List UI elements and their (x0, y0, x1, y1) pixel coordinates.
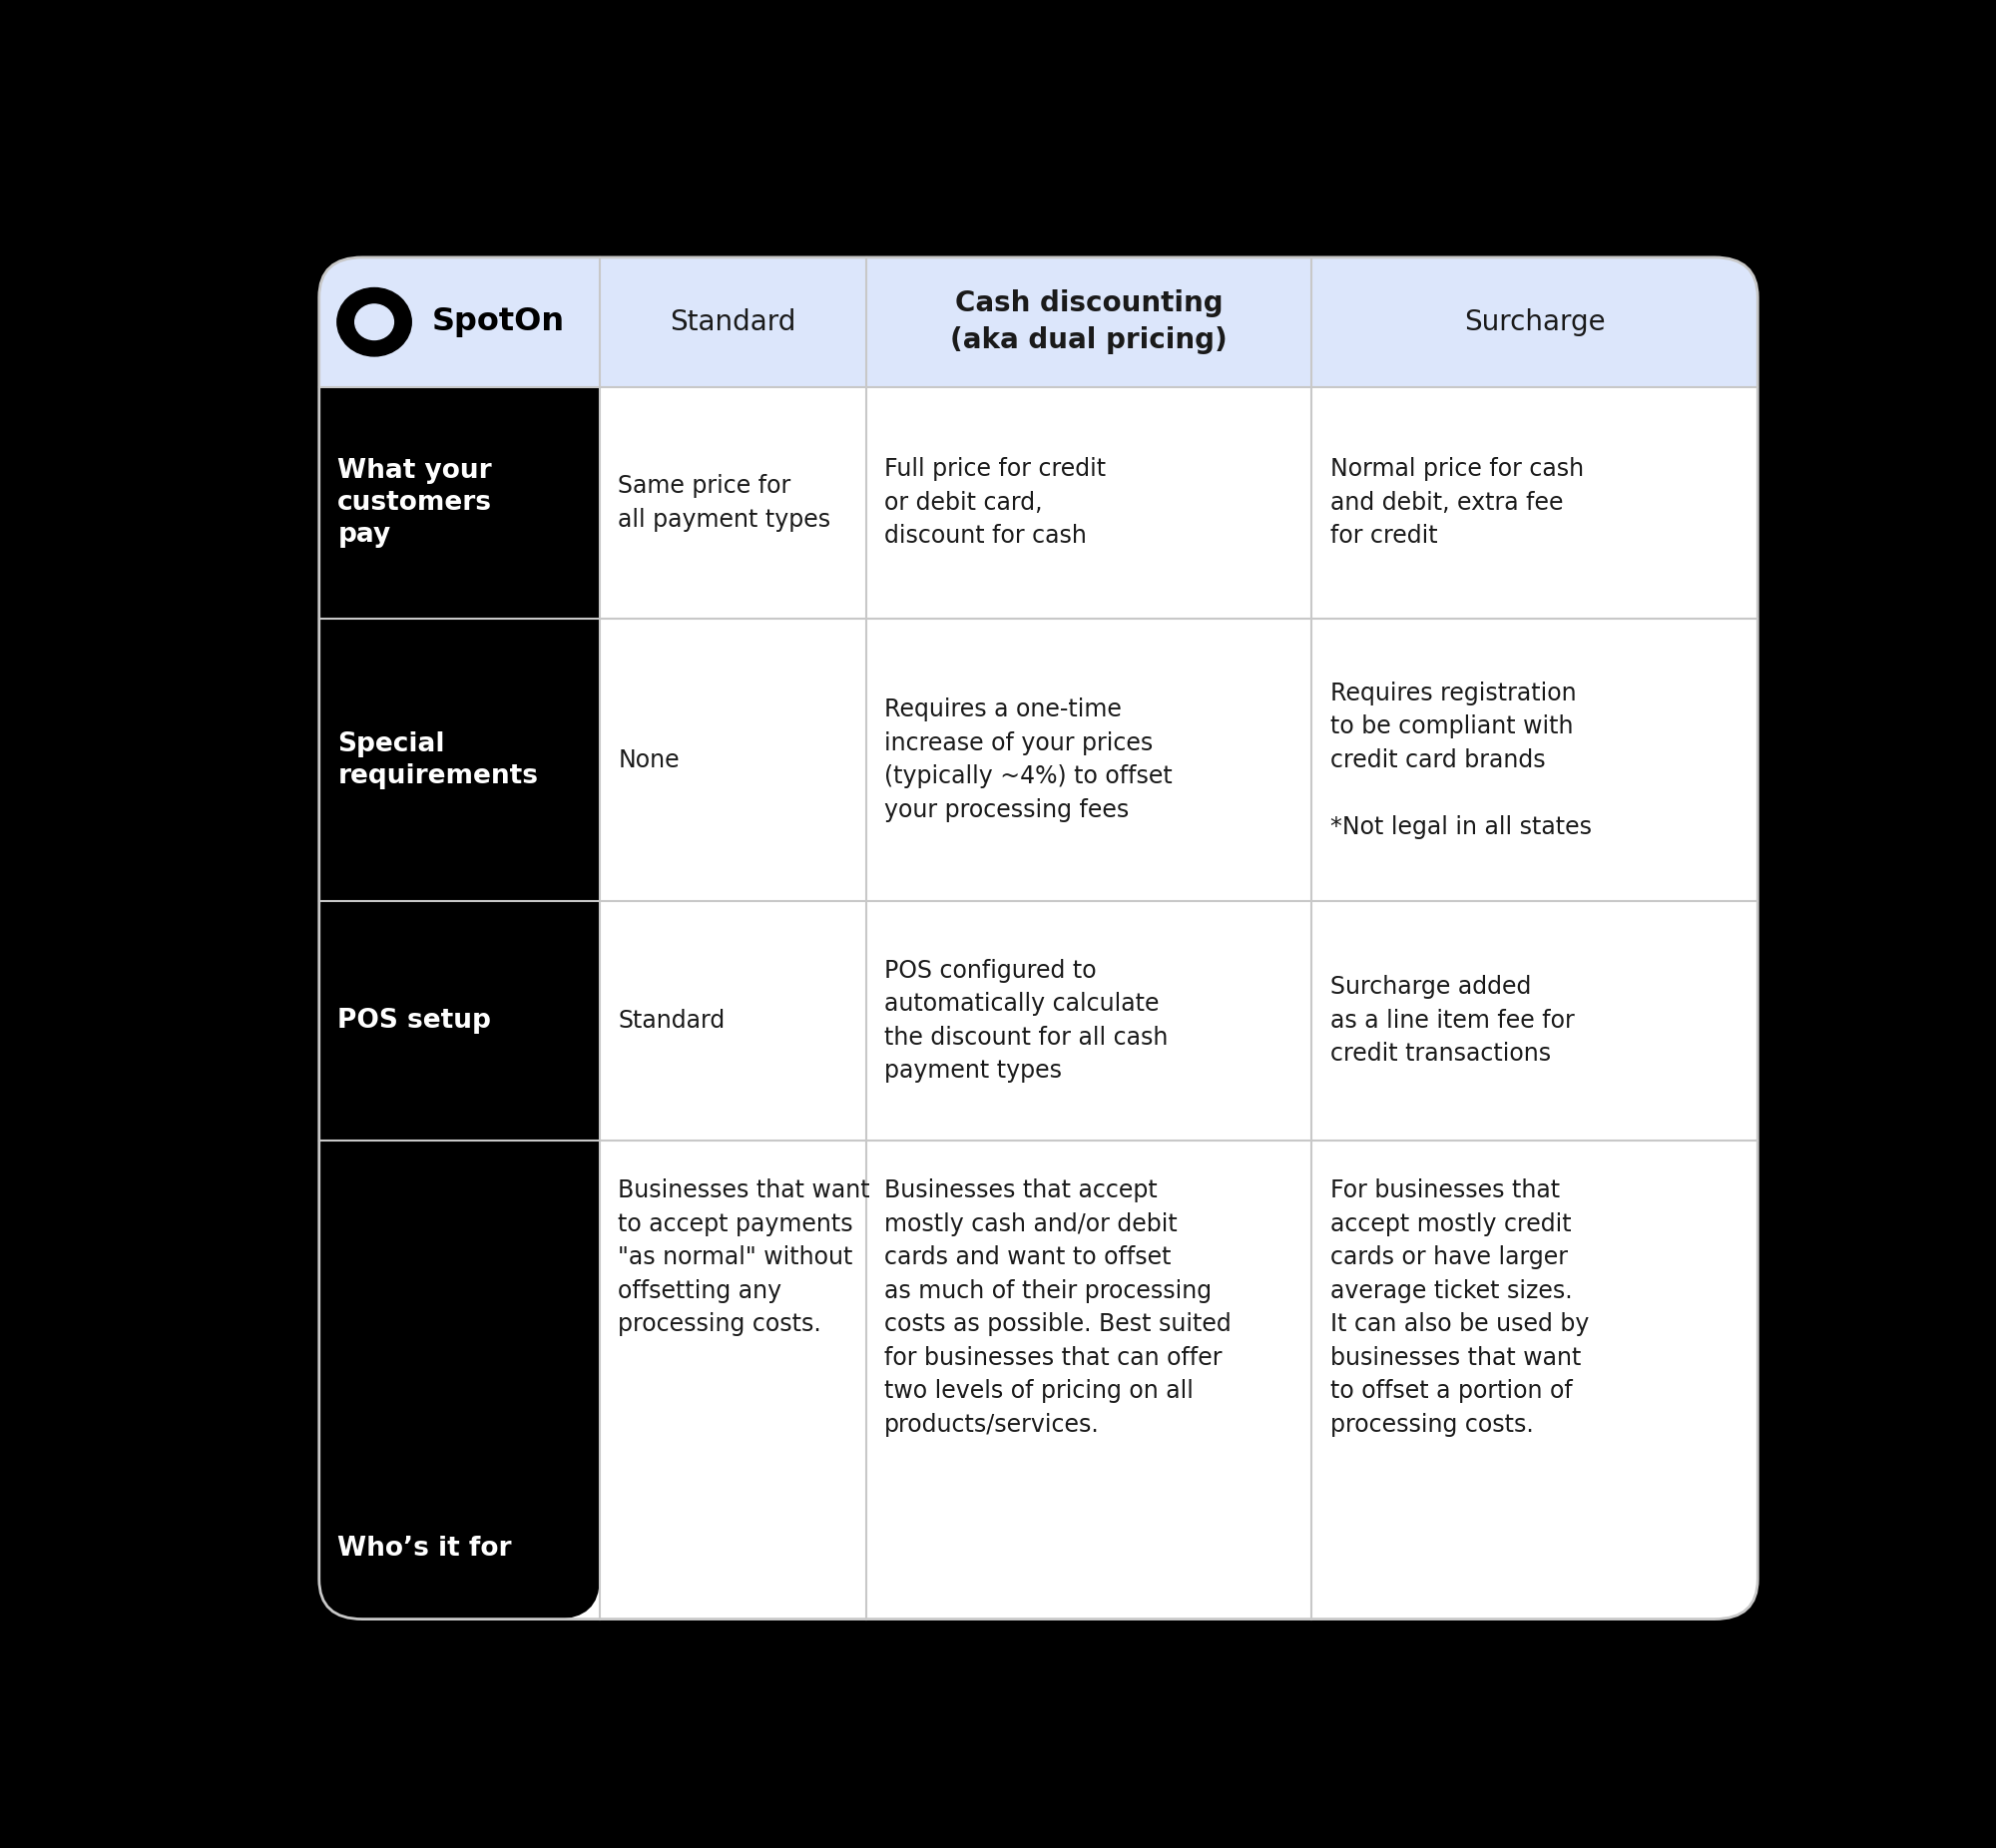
Text: Requires registration
to be compliant with
credit card brands

*Not legal in all: Requires registration to be compliant wi… (1329, 682, 1591, 839)
FancyBboxPatch shape (319, 257, 1758, 1619)
FancyBboxPatch shape (319, 1140, 599, 1380)
Text: Businesses that want
to accept payments
"as normal" without
offsetting any
proce: Businesses that want to accept payments … (619, 1179, 870, 1336)
Text: Businesses that accept
mostly cash and/or debit
cards and want to offset
as much: Businesses that accept mostly cash and/o… (884, 1179, 1232, 1436)
Text: Requires a one-time
increase of your prices
(typically ~4%) to offset
your proce: Requires a one-time increase of your pri… (884, 699, 1172, 822)
Text: What your
customers
pay: What your customers pay (337, 458, 493, 547)
Text: POS configured to
automatically calculate
the discount for all cash
payment type: POS configured to automatically calculat… (884, 959, 1168, 1083)
FancyBboxPatch shape (319, 322, 1758, 386)
Text: Who’s it for: Who’s it for (337, 1536, 511, 1562)
FancyBboxPatch shape (319, 902, 599, 1140)
Text: Standard: Standard (669, 309, 796, 336)
Text: Cash discounting
(aka dual pricing): Cash discounting (aka dual pricing) (950, 290, 1228, 355)
FancyBboxPatch shape (319, 619, 599, 902)
Text: POS setup: POS setup (337, 1007, 491, 1033)
Circle shape (355, 305, 393, 340)
Text: Same price for
all payment types: Same price for all payment types (619, 475, 830, 532)
Text: Surcharge: Surcharge (1465, 309, 1605, 336)
FancyBboxPatch shape (319, 257, 1758, 386)
Text: None: None (619, 748, 681, 772)
Text: Surcharge added
as a line item fee for
credit transactions: Surcharge added as a line item fee for c… (1329, 976, 1575, 1066)
Text: Normal price for cash
and debit, extra fee
for credit: Normal price for cash and debit, extra f… (1329, 458, 1585, 549)
FancyBboxPatch shape (319, 386, 599, 619)
Text: Full price for credit
or debit card,
discount for cash: Full price for credit or debit card, dis… (884, 458, 1106, 549)
Text: For businesses that
accept mostly credit
cards or have larger
average ticket siz: For businesses that accept mostly credit… (1329, 1179, 1589, 1436)
Text: Special
requirements: Special requirements (337, 732, 539, 789)
Text: Standard: Standard (619, 1009, 725, 1033)
Circle shape (337, 288, 411, 357)
FancyBboxPatch shape (319, 1140, 599, 1619)
Text: SpotOn: SpotOn (431, 307, 565, 338)
